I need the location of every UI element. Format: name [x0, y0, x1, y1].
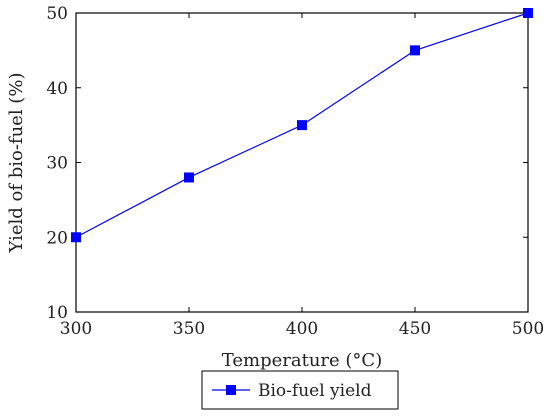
- plot-frame: [75, 12, 529, 313]
- y-tick-label: 30: [46, 154, 68, 174]
- data-point: [71, 232, 81, 243]
- x-tick-label: 500: [512, 319, 544, 339]
- legend-marker: [226, 385, 236, 395]
- y-tick-label: 20: [46, 228, 68, 248]
- y-axis-ticks: 10 20 30 40 50: [46, 4, 528, 323]
- data-point: [184, 172, 194, 183]
- data-point: [297, 120, 307, 131]
- x-tick-label: 350: [173, 319, 205, 339]
- y-tick-label: 40: [46, 79, 68, 99]
- series-points: [71, 8, 533, 243]
- x-axis-ticks: 300 350 400 450 500: [60, 13, 544, 339]
- x-tick-label: 300: [60, 319, 92, 339]
- x-axis-title: Temperature (°C): [222, 350, 382, 371]
- y-axis-title: Yield of bio-fuel (%): [6, 73, 27, 254]
- x-tick-label: 450: [399, 319, 431, 339]
- y-tick-label: 50: [46, 4, 68, 24]
- data-point: [410, 45, 420, 56]
- legend: Bio-fuel yield: [201, 370, 399, 410]
- y-tick-label: 10: [46, 303, 68, 323]
- x-tick-label: 400: [286, 319, 318, 339]
- data-point: [523, 8, 533, 18]
- legend-label: Bio-fuel yield: [258, 381, 372, 401]
